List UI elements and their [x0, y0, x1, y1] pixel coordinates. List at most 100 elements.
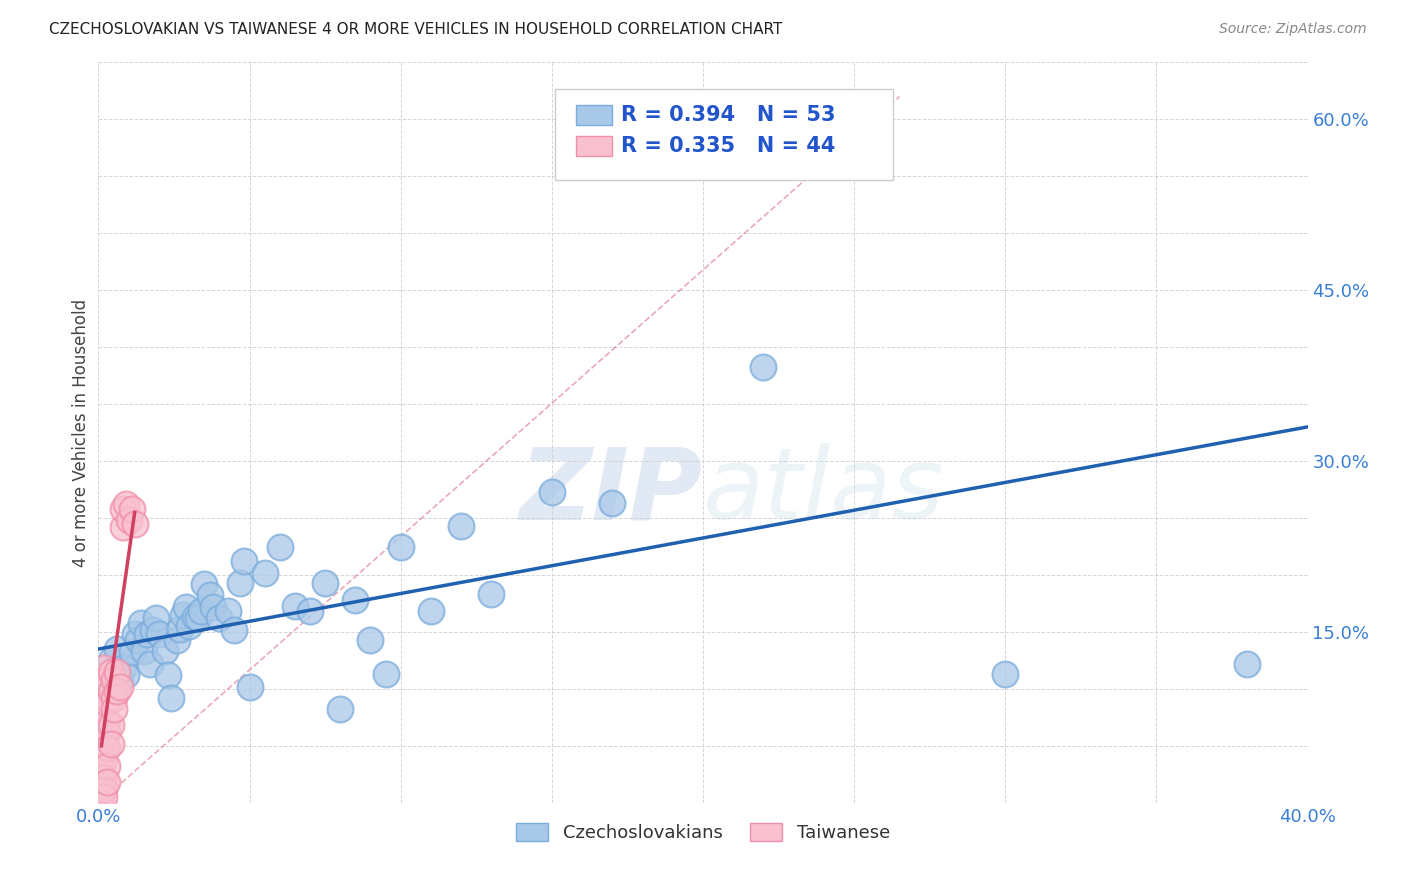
Point	[389, 540, 412, 554]
Point	[602, 496, 624, 510]
Point	[450, 519, 472, 533]
Point	[1236, 657, 1258, 671]
Point	[124, 627, 146, 641]
Point	[142, 623, 165, 637]
Point	[121, 645, 143, 659]
Point	[93, 790, 115, 805]
Point	[96, 714, 118, 728]
Point	[174, 599, 197, 614]
Point	[90, 790, 112, 805]
Point	[90, 784, 112, 798]
Point	[90, 733, 112, 747]
Point	[169, 622, 191, 636]
Text: R = 0.394   N = 53: R = 0.394 N = 53	[621, 105, 837, 125]
Point	[329, 702, 352, 716]
Point	[148, 627, 170, 641]
Y-axis label: 4 or more Vehicles in Household: 4 or more Vehicles in Household	[72, 299, 90, 566]
Point	[93, 661, 115, 675]
Point	[269, 540, 291, 554]
Point	[103, 691, 125, 706]
Point	[135, 627, 157, 641]
Point	[100, 665, 122, 679]
Text: ZIP: ZIP	[520, 443, 703, 541]
Point	[96, 775, 118, 789]
Point	[100, 684, 122, 698]
Point	[193, 577, 215, 591]
Point	[96, 673, 118, 687]
Point	[129, 615, 152, 630]
Point	[108, 680, 131, 694]
Text: Source: ZipAtlas.com: Source: ZipAtlas.com	[1219, 22, 1367, 37]
Point	[153, 644, 176, 658]
Point	[187, 611, 209, 625]
Point	[145, 611, 167, 625]
Text: CZECHOSLOVAKIAN VS TAIWANESE 4 OR MORE VEHICLES IN HOUSEHOLD CORRELATION CHART: CZECHOSLOVAKIAN VS TAIWANESE 4 OR MORE V…	[49, 22, 783, 37]
Point	[105, 642, 128, 657]
Point	[93, 752, 115, 766]
Point	[229, 576, 252, 591]
Point	[127, 632, 149, 647]
Point	[90, 676, 112, 690]
Point	[118, 513, 141, 527]
Point	[166, 632, 188, 647]
Legend: Czechoslovakians, Taiwanese: Czechoslovakians, Taiwanese	[509, 815, 897, 849]
Point	[217, 604, 239, 618]
Point	[96, 741, 118, 756]
Point	[100, 737, 122, 751]
Point	[752, 359, 775, 374]
Point	[360, 632, 382, 647]
Point	[100, 653, 122, 667]
Point	[202, 599, 225, 614]
Point	[103, 673, 125, 687]
Point	[90, 725, 112, 739]
Point	[299, 604, 322, 618]
Point	[93, 782, 115, 797]
Point	[111, 520, 134, 534]
Point	[93, 771, 115, 785]
Point	[96, 691, 118, 706]
Text: atlas: atlas	[703, 443, 945, 541]
Point	[200, 589, 222, 603]
Point	[132, 644, 155, 658]
Point	[374, 667, 396, 681]
Point	[93, 739, 115, 753]
Point	[105, 684, 128, 698]
Point	[994, 667, 1017, 681]
Point	[540, 484, 562, 499]
Point	[114, 668, 136, 682]
Point	[90, 767, 112, 781]
Point	[314, 576, 336, 591]
Point	[105, 665, 128, 679]
Point	[179, 619, 201, 633]
Point	[100, 718, 122, 732]
Point	[139, 657, 162, 671]
Text: R = 0.335   N = 44: R = 0.335 N = 44	[621, 136, 835, 156]
Point	[224, 623, 246, 637]
Point	[111, 661, 134, 675]
Point	[114, 497, 136, 511]
Point	[96, 725, 118, 739]
Point	[103, 702, 125, 716]
Point	[160, 691, 183, 706]
Point	[420, 604, 443, 618]
Point	[253, 566, 276, 580]
Point	[93, 722, 115, 736]
Point	[111, 502, 134, 516]
Point	[121, 502, 143, 516]
Point	[93, 680, 115, 694]
Point	[124, 516, 146, 531]
Point	[284, 599, 307, 613]
Point	[90, 745, 112, 759]
Point	[93, 698, 115, 713]
Point	[90, 752, 112, 766]
Point	[156, 668, 179, 682]
Point	[108, 673, 131, 687]
Point	[90, 702, 112, 716]
Point	[172, 607, 194, 622]
Point	[208, 611, 231, 625]
Point	[190, 604, 212, 618]
Point	[93, 714, 115, 728]
Point	[96, 696, 118, 710]
Point	[481, 587, 503, 601]
Point	[184, 610, 207, 624]
